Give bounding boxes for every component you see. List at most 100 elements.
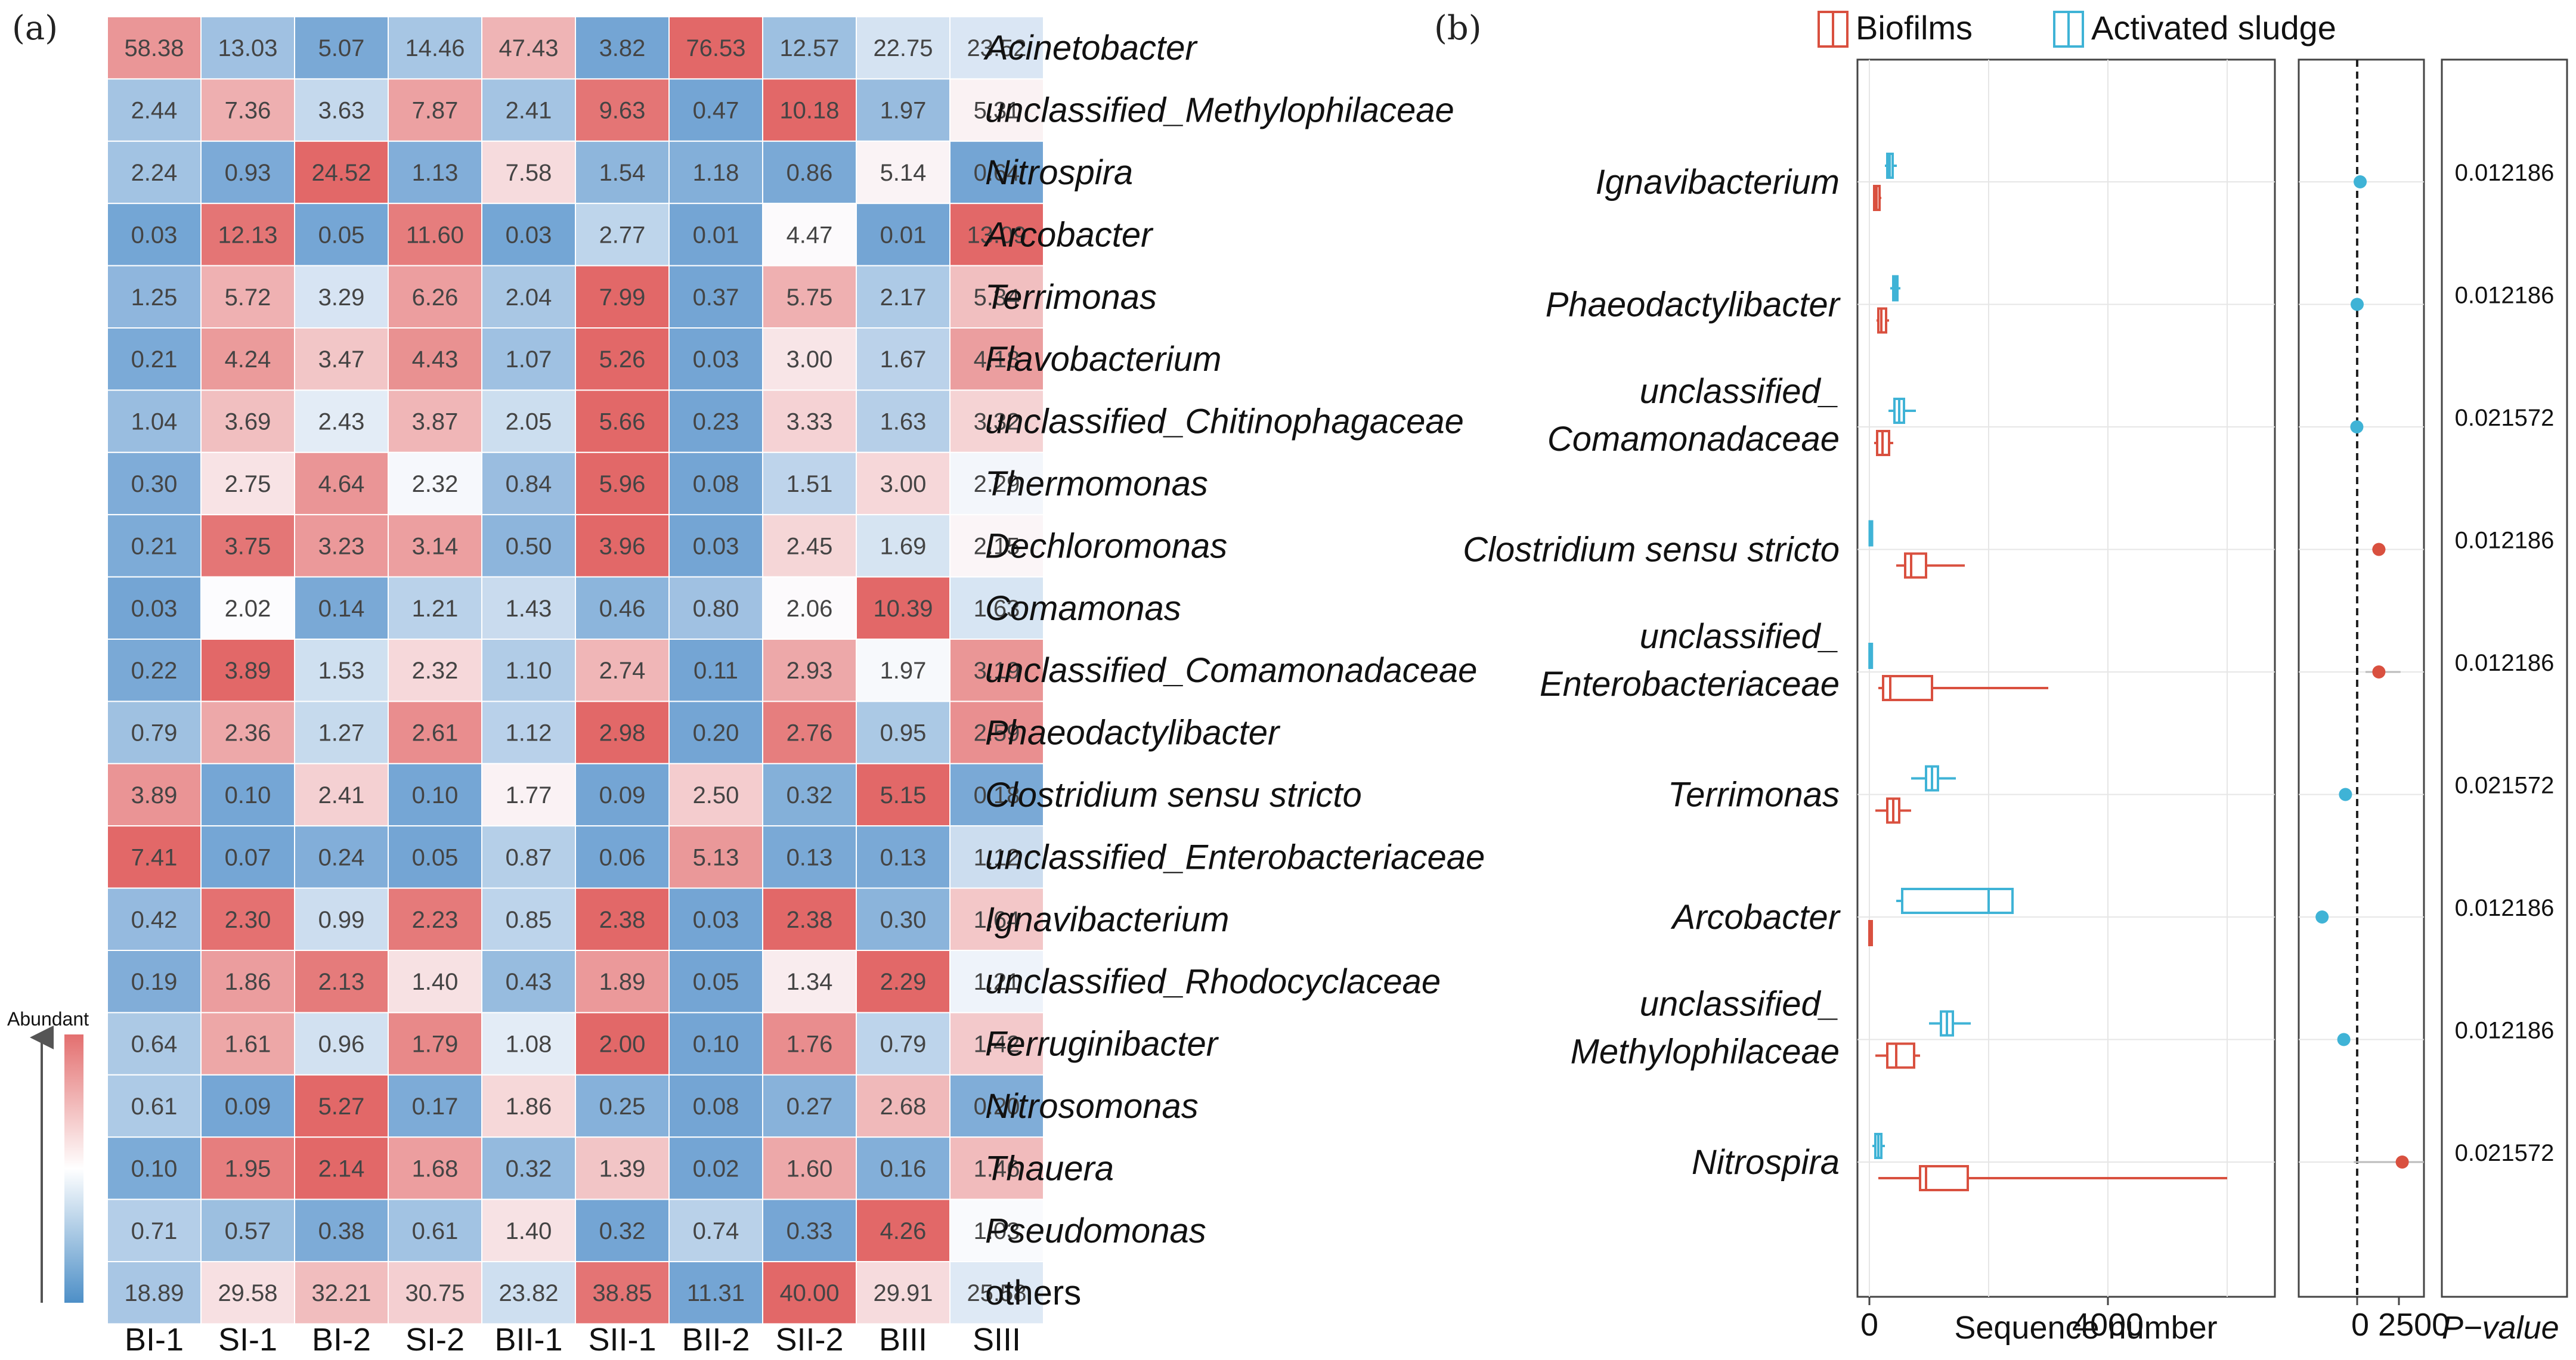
boxplot-activated-sludge xyxy=(1885,153,1897,179)
heatmap-cell-value: 2.36 xyxy=(225,720,271,746)
heatmap-cell xyxy=(949,1136,1044,1200)
heatmap-row-label: unclassified_Methylophilaceae xyxy=(985,91,1454,130)
heatmap-cell-value: 0.17 xyxy=(412,1093,459,1120)
heatmap-cell xyxy=(294,825,389,889)
heatmap-cell-value: 13.03 xyxy=(218,35,277,61)
heatmap-cell-value: 4.47 xyxy=(787,222,833,248)
heatmap-cell xyxy=(762,265,857,329)
heatmap-cell-value: 7.36 xyxy=(225,98,271,124)
heatmap-row-label: unclassified_Rhodocyclaceae xyxy=(985,962,1441,1001)
heatmap-cell-value: 76.53 xyxy=(686,35,745,61)
boxplot-biofilms xyxy=(1873,185,1881,211)
heatmap-cell xyxy=(481,701,576,764)
heatmap-cell xyxy=(481,514,576,578)
heatmap-cell-value: 3.82 xyxy=(599,35,646,61)
heatmap-cell-value: 3.89 xyxy=(131,782,178,808)
heatmap-cell xyxy=(200,1074,295,1138)
heatmap-cell-value: 6.26 xyxy=(412,284,459,311)
heatmap-row-label: Flavobacterium xyxy=(985,340,1221,379)
heatmap-row-labels: Acinetobacter unclassified_Methylophilace… xyxy=(983,29,1485,1312)
heatmap-cell-value: 2.45 xyxy=(787,533,833,559)
heatmap-cell xyxy=(294,1261,389,1325)
genus-label: unclassified_ xyxy=(1640,617,1840,656)
heatmap-cell-value: 1.12 xyxy=(506,720,552,746)
heatmap-cell xyxy=(200,576,295,640)
heatmap-cell xyxy=(481,78,576,142)
heatmap-cell xyxy=(294,16,389,80)
heatmap-cell xyxy=(575,1261,670,1325)
heatmap-cell-value: 0.30 xyxy=(131,471,178,497)
heatmap-cell-value: 2.32 xyxy=(412,658,459,684)
heatmap-cell-value: 2.43 xyxy=(318,409,365,435)
heatmap-cell xyxy=(200,16,295,80)
heatmap-cell-value: 5.75 xyxy=(787,284,833,311)
heatmap-cell-value: 1.86 xyxy=(506,1093,552,1120)
heatmap-cell-value: 2.41 xyxy=(318,782,365,808)
difference-point xyxy=(2350,420,2364,433)
genus-label: Methylophilaceae xyxy=(1571,1033,1840,1071)
heatmap-cell-value: 2.98 xyxy=(599,720,646,746)
heatmap-cell-value: 0.10 xyxy=(131,1155,178,1182)
heatmap-cell-value: 0.43 xyxy=(506,969,552,995)
genus-label: Comamonadaceae xyxy=(1547,420,1840,459)
heatmap-cell-value: 58.38 xyxy=(124,35,184,61)
difference-panel: 0 2500 xyxy=(2298,58,2450,1343)
heatmap-cell-value: 3.19 xyxy=(974,658,1020,684)
heatmap-cell-value: 2.15 xyxy=(974,533,1020,559)
heatmap-row-label: Arcobacter xyxy=(983,215,1154,254)
heatmap-cell-value: 0.08 xyxy=(693,1093,739,1120)
heatmap-row-label: Nitrosomonas xyxy=(985,1087,1199,1126)
heatmap-cell xyxy=(481,887,576,951)
heatmap-cell-value: 2.38 xyxy=(599,907,646,933)
heatmap-cell-value: 0.03 xyxy=(131,222,178,248)
boxplot-biofilms xyxy=(1877,307,1889,334)
heatmap-cell xyxy=(388,203,482,267)
heatmap-cell xyxy=(949,1261,1044,1325)
heatmap-cell xyxy=(200,265,295,329)
heatmap-cell-value: 1.51 xyxy=(787,471,833,497)
heatmap-cell-value: 0.80 xyxy=(693,596,739,622)
pvalue-label: 0.012186 xyxy=(2455,283,2555,309)
heatmap-cell xyxy=(949,16,1044,80)
heatmap-cell xyxy=(856,78,950,142)
heatmap-cell xyxy=(575,1074,670,1138)
heatmap-cell-value: 24.52 xyxy=(311,160,371,186)
heatmap-cell xyxy=(762,327,857,391)
heatmap-cell xyxy=(200,763,295,827)
boxplot-activated-sludge xyxy=(1911,765,1956,792)
heatmap-cell-value: 12.57 xyxy=(779,35,839,61)
heatmap-cell xyxy=(575,1012,670,1076)
heatmap-cell-value: 1.77 xyxy=(506,782,552,808)
heatmap-cell xyxy=(107,1136,202,1200)
pvalue-label: 0.012186 xyxy=(2455,650,2555,676)
box-body xyxy=(1886,1042,1915,1069)
heatmap-cell-value: 3.29 xyxy=(318,284,365,311)
pvalue-axis-title: P−value xyxy=(2442,1310,2559,1346)
genus-label: Nitrospira xyxy=(1692,1143,1840,1182)
heatmap-cell-value: 11.31 xyxy=(687,1280,745,1306)
heatmap-cell-value: 0.03 xyxy=(693,907,739,933)
heatmap-cell-value: 2.76 xyxy=(787,720,833,746)
heatmap-cell-value: 5.13 xyxy=(693,844,739,870)
heatmap-cell-value: 1.10 xyxy=(506,658,552,684)
boxplot-biofilms xyxy=(1896,552,1965,579)
heatmap-cell xyxy=(481,1261,576,1325)
heatmap-cell-value: 5.72 xyxy=(225,284,271,311)
heatmap-cell xyxy=(294,389,389,453)
heatmap-cell-value: 3.89 xyxy=(225,658,271,684)
heatmap-cell-value: 0.08 xyxy=(693,471,739,497)
heatmap-cell-value: 0.05 xyxy=(412,844,459,870)
heatmap-cell-value: 2.93 xyxy=(787,658,833,684)
heatmap-cell-value: 1.64 xyxy=(974,907,1020,933)
heatmap-cell-value: 0.07 xyxy=(225,844,271,870)
heatmap-cell xyxy=(200,701,295,764)
heatmap-cell-value: 0.05 xyxy=(693,969,739,995)
heatmap-cell-value: 5.07 xyxy=(318,35,365,61)
pvalue-label: 0.021572 xyxy=(2455,405,2555,431)
heatmap-cell xyxy=(668,701,763,764)
heatmap-cell-value: 1.21 xyxy=(412,596,459,622)
heatmap-cell-value: 32.21 xyxy=(311,1280,371,1306)
heatmap-cell-value: 3.32 xyxy=(974,409,1020,435)
genus-label: Ignavibacterium xyxy=(1596,163,1840,202)
heatmap-cell xyxy=(388,16,482,80)
